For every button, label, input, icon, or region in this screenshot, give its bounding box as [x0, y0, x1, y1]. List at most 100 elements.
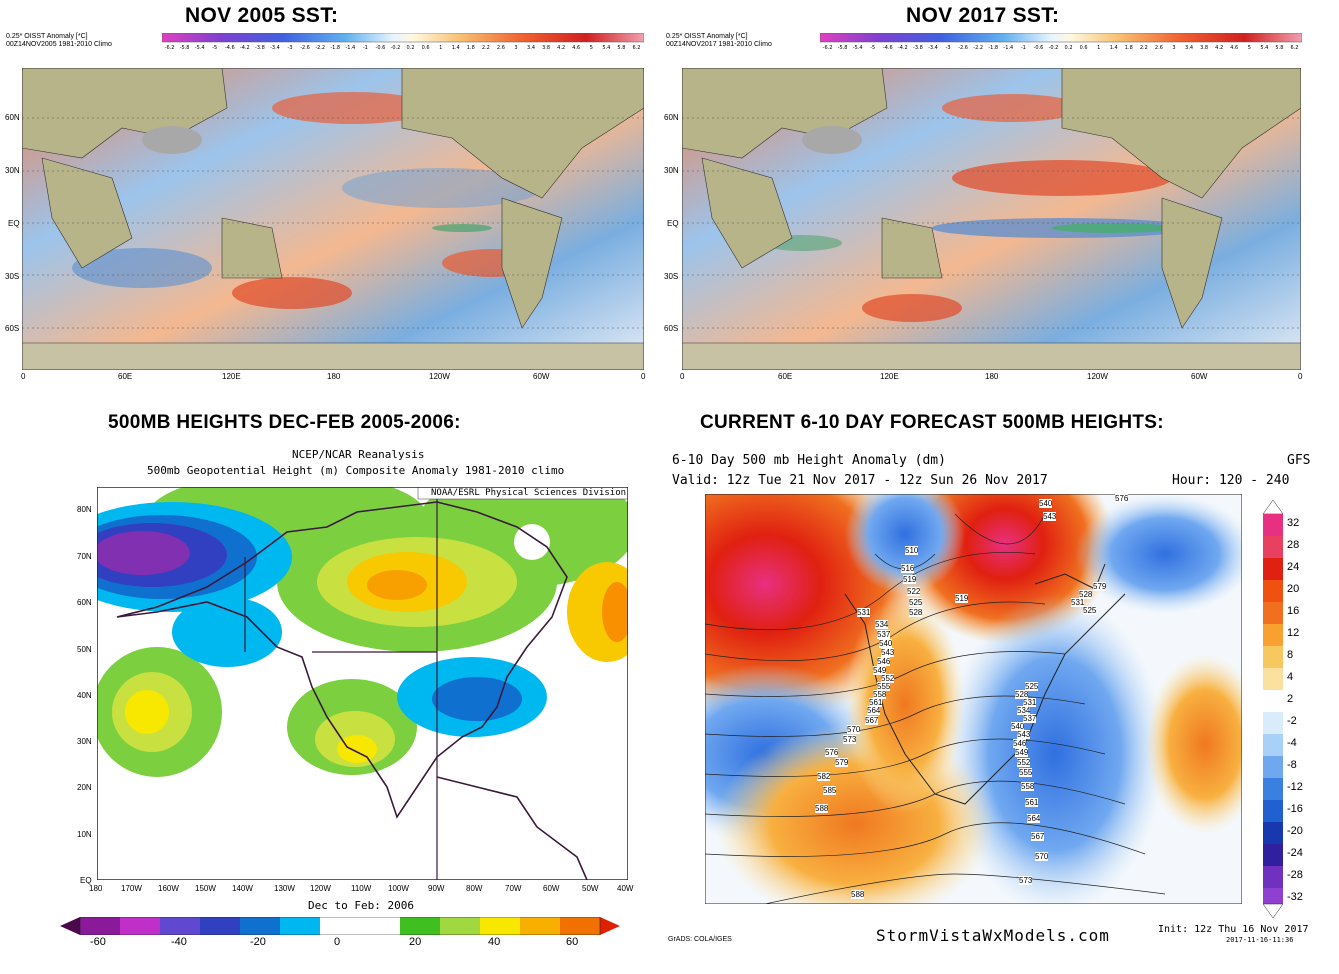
lon-label: 100W	[388, 884, 409, 893]
scale-label: -4	[1287, 737, 1297, 749]
lon-label: 120W	[310, 884, 331, 893]
sst-scale-label: -0.2	[391, 45, 401, 51]
sst-scale-label: 4.2	[1215, 45, 1223, 51]
panel-header: 00Z14NOV2005 1981-2010 Climo	[6, 41, 112, 48]
scale-label: -24	[1287, 847, 1303, 859]
lon-label: 180	[327, 372, 341, 381]
contour-label: 540	[1039, 499, 1053, 508]
sst-map	[21, 67, 645, 371]
sst-scale-label: 3.8	[542, 45, 550, 51]
lon-label: 0	[680, 372, 685, 381]
scale-label: 40	[488, 936, 501, 948]
panel-title: NOV 2005 SST:	[185, 4, 339, 27]
contour-label: 531	[857, 608, 871, 617]
scale-label: -32	[1287, 891, 1303, 903]
lon-label: 60E	[118, 372, 133, 381]
panel-model: GFS	[1287, 453, 1311, 468]
sst-scale-label: 5.4	[602, 45, 610, 51]
contour-label: 525	[909, 598, 923, 607]
contour-label: 588	[851, 890, 865, 899]
contour-label: 537	[1023, 714, 1037, 723]
contour-label: 519	[955, 594, 969, 603]
forecast-colorbar-graphic	[1262, 499, 1284, 919]
scale-label: -20	[1287, 825, 1303, 837]
contour-label: 552	[881, 674, 895, 683]
sst-scale-label: 5.4	[1260, 45, 1268, 51]
lat-label: 10N	[77, 830, 92, 839]
contour-label: 528	[909, 608, 923, 617]
sst-scale-label: -5.4	[195, 45, 205, 51]
grads-credit: GrADS: COLA/IGES	[668, 936, 732, 943]
sst-scale-label: -5.8	[838, 45, 848, 51]
sst-scale-label: 2.2	[1140, 45, 1148, 51]
scale-label: 28	[1287, 539, 1300, 551]
scale-label: -20	[250, 936, 266, 948]
sst-scale-label: 4.2	[557, 45, 565, 51]
lon-label: 0	[641, 372, 646, 381]
scale-label: 0	[334, 936, 341, 948]
scale-label: 20	[409, 936, 422, 948]
contour-label: 558	[1021, 782, 1035, 791]
scale-label: -2	[1287, 715, 1297, 727]
sst-scale-label: -5.8	[180, 45, 190, 51]
lon-label: 60W	[1191, 372, 1208, 381]
sst-scale-label: -2.6	[300, 45, 310, 51]
scale-label: 12	[1287, 627, 1300, 639]
lat-label: 80N	[77, 505, 92, 514]
sst-scale-label: -1.8	[988, 45, 998, 51]
forecast-colorbar	[1262, 499, 1284, 919]
scale-label: -60	[90, 936, 106, 948]
sst-scale-label: 1.8	[1125, 45, 1133, 51]
lat-label: 40N	[77, 691, 92, 700]
lon-label: 0	[21, 372, 26, 381]
sst-scale-label: -0.2	[1049, 45, 1059, 51]
contour-label: 543	[881, 648, 895, 657]
contour-label: 564	[1027, 814, 1041, 823]
sst-scale-label: 1.4	[1110, 45, 1118, 51]
lat-label: EQ	[8, 219, 20, 228]
panel-header: 6-10 Day 500 mb Height Anomaly (dm)	[672, 453, 946, 468]
contour-label: 576	[1115, 494, 1129, 503]
contour-label: 525	[1083, 606, 1097, 615]
lat-label: EQ	[667, 219, 679, 228]
sst-scale-label: 4.6	[1230, 45, 1238, 51]
contour-label: 546	[1013, 739, 1027, 748]
timestamp: 2017-11-16-11:36	[1226, 936, 1294, 944]
lon-label: 120W	[1087, 372, 1108, 381]
sst-scale-label: 4.6	[572, 45, 580, 51]
panel-header: 0.25* OISST Anomaly [*C]	[6, 33, 88, 40]
lat-label: EQ	[80, 876, 92, 885]
scale-label: 24	[1287, 561, 1300, 573]
panel-header: 500mb Geopotential Height (m) Composite …	[147, 464, 565, 477]
lon-label: 60W	[533, 372, 550, 381]
lon-label: 150W	[195, 884, 216, 893]
panel-title: 500MB HEIGHTS DEC-FEB 2005-2006:	[108, 412, 461, 433]
sst-scale-label: -6.2	[165, 45, 175, 51]
contour-label: 540	[879, 639, 893, 648]
lat-label: 30S	[664, 272, 679, 281]
contour-label: 570	[1035, 852, 1049, 861]
contour-label: 528	[1015, 690, 1029, 699]
lat-label: 30N	[664, 166, 679, 175]
lon-label: 120E	[880, 372, 899, 381]
contour-label: 516	[901, 564, 915, 573]
panel-valid: Valid: 12z Tue 21 Nov 2017 - 12z Sun 26 …	[672, 473, 1048, 488]
lat-label: 30N	[5, 166, 20, 175]
contour-label: 555	[1019, 768, 1033, 777]
lat-label: 60N	[5, 113, 20, 122]
contour-label: 534	[1017, 706, 1031, 715]
lon-label: 170W	[121, 884, 142, 893]
contour-label: 558	[873, 690, 887, 699]
lon-label: 110W	[351, 884, 372, 893]
sst-map-graphic	[21, 67, 645, 371]
panel-title: CURRENT 6-10 DAY FORECAST 500MB HEIGHTS:	[700, 412, 1164, 433]
sst-scale-label: -6.2	[823, 45, 833, 51]
sst-scale-label: -2.2	[973, 45, 983, 51]
scale-label: 8	[1287, 649, 1294, 661]
sst-scale-label: -5.4	[853, 45, 863, 51]
lon-label: 80W	[466, 884, 483, 893]
lat-label: 20N	[77, 783, 92, 792]
contour-label: 519	[903, 575, 917, 584]
contour-label: 585	[823, 786, 837, 795]
sst-scale-label: 3.4	[527, 45, 535, 51]
